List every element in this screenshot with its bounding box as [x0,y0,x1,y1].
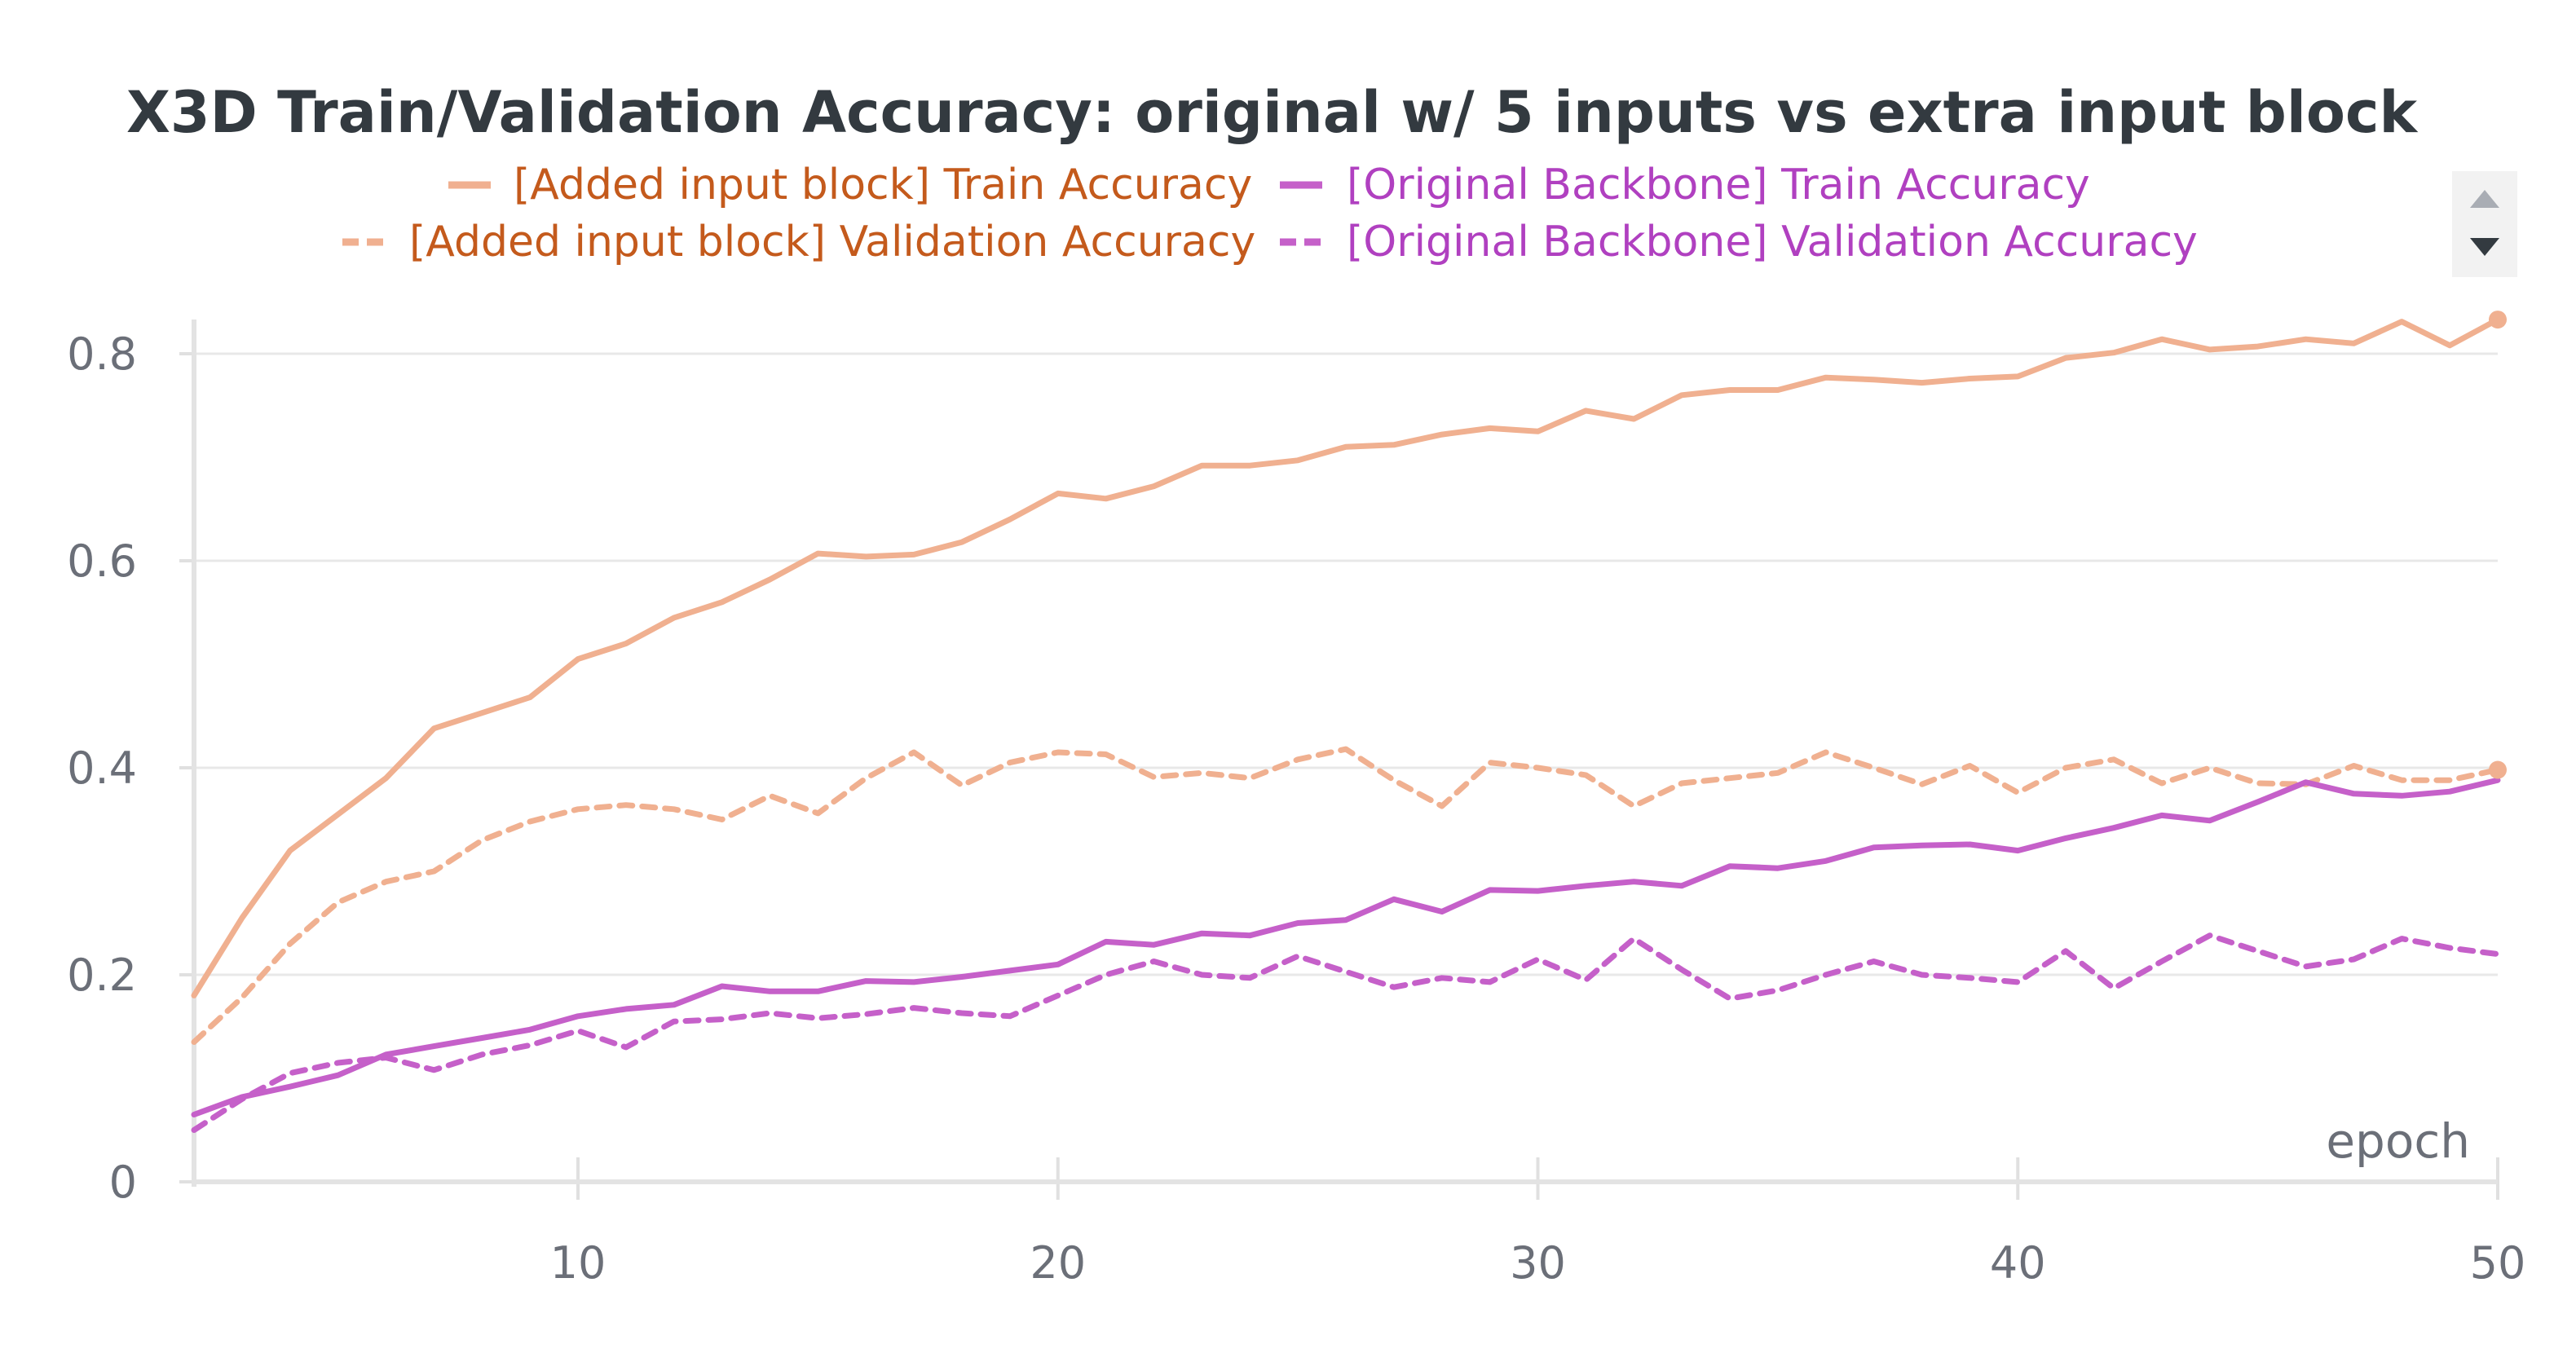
x-tick-label: 40 [1990,1237,2046,1289]
series-end-marker [2489,311,2507,329]
scroll-up-icon[interactable] [2470,190,2499,208]
x-axis-label: epoch [2326,1113,2470,1169]
scroll-down-icon[interactable] [2470,238,2499,256]
x-tick-label: 20 [1030,1237,1086,1289]
x-tick-label: 10 [550,1237,607,1289]
legend-label: [Original Backbone] Train Accuracy [1347,161,2090,209]
series-end-marker [2489,760,2507,779]
series-line [191,777,2501,1117]
y-tick-label: 0 [109,1157,137,1208]
series-lines [191,311,2507,1133]
legend: [Added input block] Train Accuracy [Origi… [342,161,2198,267]
legend-label: [Original Backbone] Validation Accuracy [1347,218,2198,267]
x-tick-label: 30 [1510,1237,1566,1289]
y-tick-label: 0.6 [67,535,137,587]
legend-label: [Added input block] Train Accuracy [514,161,1252,209]
y-tick-label: 0.2 [67,950,137,1001]
legend-scroll-box [2452,171,2517,277]
series-line [191,746,2501,1045]
chart-title: X3D Train/Validation Accuracy: original … [126,79,2419,146]
series-line [191,316,2501,998]
axes: 0 0.2 0.4 0.6 0.8 10 20 30 40 50 [67,320,2525,1289]
x-tick-label: 50 [2470,1237,2526,1289]
y-tick-label: 0.8 [67,328,137,380]
legend-scroll[interactable] [2452,171,2517,277]
legend-label: [Added input block] Validation Accuracy [409,218,1255,267]
y-tick-label: 0.4 [67,743,137,794]
series-line [191,932,2501,1133]
